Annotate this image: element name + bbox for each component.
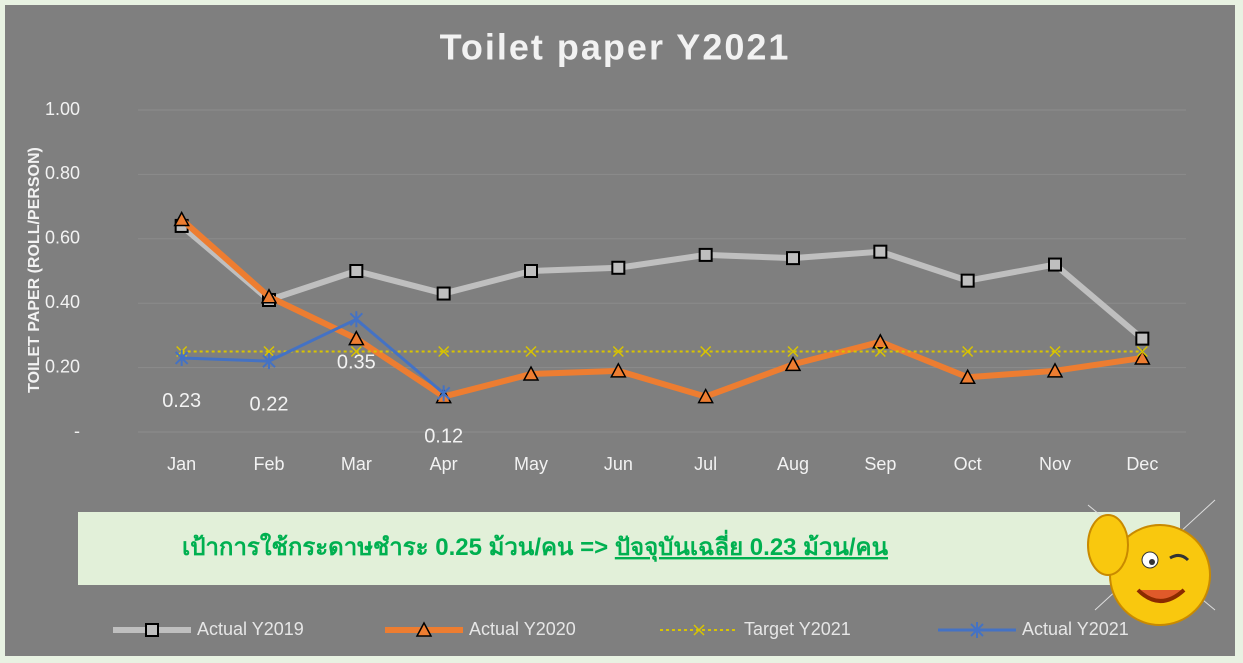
- data-label: 0.35: [337, 352, 376, 374]
- x-tick-label: Jun: [604, 454, 633, 474]
- marker: [874, 246, 886, 258]
- chart-title: Toilet paper Y2021: [440, 27, 791, 68]
- x-tick-label: Aug: [777, 454, 809, 474]
- data-label: 0.12: [424, 426, 463, 448]
- page: {"chart_data": {"type": "line", "title":…: [0, 0, 1243, 663]
- x-tick-label: Dec: [1126, 454, 1158, 474]
- legend-label: Target Y2021: [744, 619, 851, 639]
- banner-highlight: ปัจจุบันเฉลี่ย 0.23 ม้วน/คน: [615, 529, 889, 563]
- y-tick-label: -: [74, 421, 80, 441]
- marker: [700, 249, 712, 261]
- x-tick-label: Nov: [1039, 454, 1071, 474]
- marker: [962, 275, 974, 287]
- x-tick-label: Feb: [253, 454, 284, 474]
- x-tick-label: Apr: [430, 454, 458, 474]
- legend-marker: [146, 624, 158, 636]
- y-tick-label: 0.80: [45, 163, 80, 183]
- data-label: 0.22: [250, 393, 289, 415]
- legend-label: Actual Y2020: [469, 619, 576, 639]
- legend-label: Actual Y2019: [197, 619, 304, 639]
- marker: [525, 265, 537, 277]
- x-tick-label: Mar: [341, 454, 372, 474]
- chart: Toilet paper Y2021 TOILET PAPER (ROLL/PE…: [0, 0, 1243, 663]
- x-tick-label: Jan: [167, 454, 196, 474]
- y-tick-label: 0.20: [45, 356, 80, 376]
- x-tick-label: May: [514, 454, 548, 474]
- x-tick-label: Oct: [954, 454, 982, 474]
- x-tick-label: Jul: [694, 454, 717, 474]
- y-tick-label: 0.60: [45, 228, 80, 248]
- marker: [1049, 259, 1061, 271]
- y-tick-label: 0.40: [45, 292, 80, 312]
- marker: [787, 252, 799, 264]
- banner-target: เป้าการใช้กระดาษชำระ 0.25 ม้วน/คน =>: [182, 532, 608, 561]
- data-label: 0.23: [162, 390, 201, 412]
- y-tick-label: 1.00: [45, 99, 80, 119]
- marker: [438, 288, 450, 300]
- legend-label: Actual Y2021: [1022, 619, 1129, 639]
- marker: [1136, 333, 1148, 345]
- x-tick-label: Sep: [864, 454, 896, 474]
- banner-text: เป้าการใช้กระดาษชำระ 0.25 ม้วน/คน => ปัจ…: [182, 529, 889, 563]
- marker: [350, 265, 362, 277]
- y-axis-title: TOILET PAPER (ROLL/PERSON): [26, 147, 43, 393]
- marker: [612, 262, 624, 274]
